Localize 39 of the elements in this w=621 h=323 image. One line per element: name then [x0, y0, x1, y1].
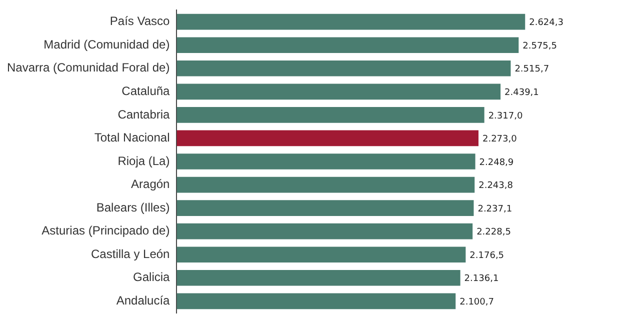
y-tick-label: Asturias (Principado de): [42, 224, 170, 238]
bar: [176, 270, 460, 286]
bar: [176, 154, 476, 170]
y-tick-label: Balears (Illes): [96, 200, 170, 214]
bar: [176, 223, 473, 240]
data-label: 2.237,1: [478, 204, 512, 214]
bar: [176, 176, 475, 193]
y-tick-label: Cantabria: [118, 107, 170, 122]
data-label: 2.248,9: [479, 158, 514, 168]
data-label: 2.136,1: [464, 274, 499, 284]
bar: [176, 293, 456, 310]
data-label: 2.439,1: [504, 88, 539, 98]
y-tick-label: País Vasco: [110, 14, 170, 28]
data-label: 2.273,0: [482, 134, 518, 145]
y-tick-label: Rioja (La): [118, 154, 170, 168]
data-label: 2.228,5: [476, 228, 511, 238]
y-tick-label: Total Nacional: [94, 130, 170, 145]
y-tick-label: Cataluña: [122, 84, 170, 98]
bar: [176, 246, 466, 263]
bar: [176, 107, 484, 123]
bar: [176, 37, 519, 54]
y-tick-label: Aragón: [131, 177, 170, 192]
bar: [176, 84, 501, 100]
data-label: 2.575,5: [522, 41, 558, 52]
data-label: 2.243,8: [478, 181, 514, 192]
y-tick-label: Galicia: [133, 270, 170, 284]
data-label: 2.176,5: [470, 250, 504, 261]
bar: [176, 200, 474, 216]
data-label: 2.317,0: [488, 111, 523, 122]
data-label: 2.100,7: [460, 298, 494, 308]
y-tick-label: Madrid (Comunidad de): [44, 37, 170, 52]
bar: [176, 130, 478, 146]
data-label: 2.515,7: [514, 64, 550, 75]
y-tick-label: Navarra (Comunidad Foral de): [7, 60, 170, 75]
data-label: 2.624,3: [529, 18, 564, 28]
y-tick-label: Castilla y León: [91, 246, 170, 261]
y-tick-label: Andalucía: [116, 293, 170, 308]
bar: [176, 14, 526, 30]
bar: [176, 60, 511, 76]
